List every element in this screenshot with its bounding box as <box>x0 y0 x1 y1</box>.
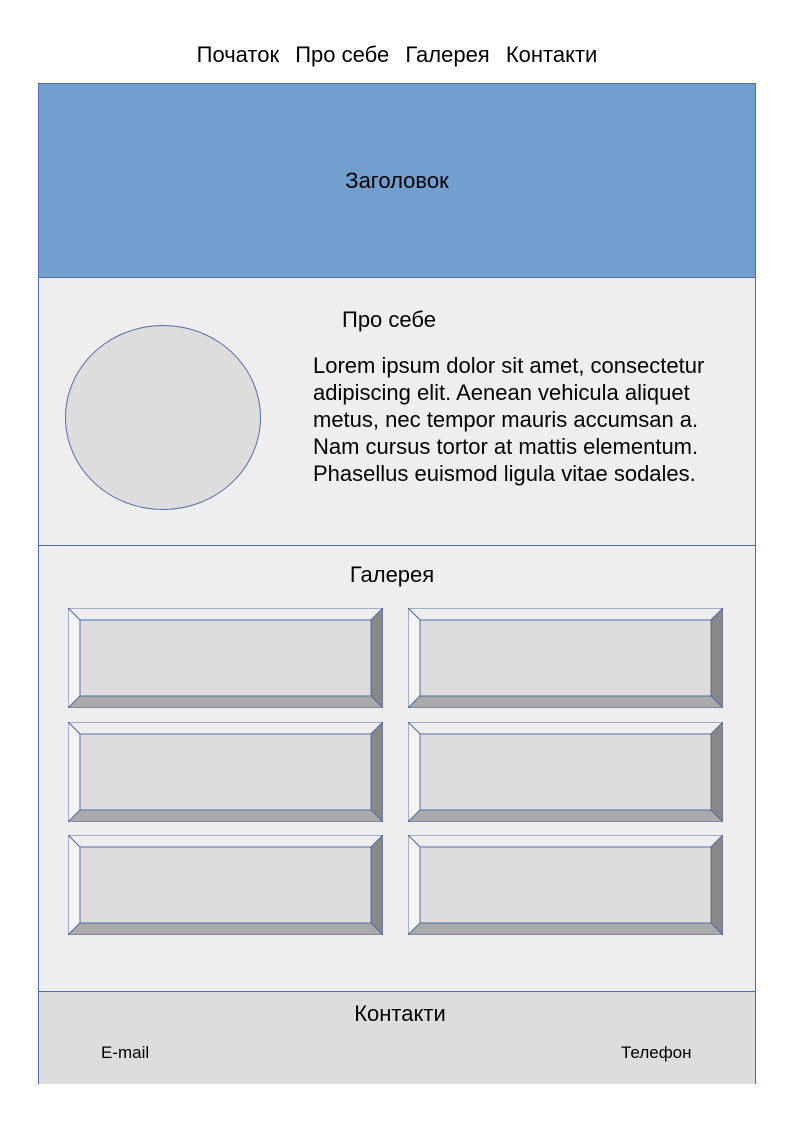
about-heading: Про себе <box>342 307 436 332</box>
gallery-tile[interactable] <box>68 722 383 822</box>
header-title: Заголовок <box>345 168 449 193</box>
gallery-section: Галерея <box>39 546 755 991</box>
about-text-line: Nam cursus tortor at mattis elementum. <box>313 434 699 459</box>
contacts-footer: Контакти E-mail Телефон <box>39 991 755 1084</box>
gallery-tile[interactable] <box>68 608 383 708</box>
top-navigation: Початок Про себе Галерея Контакти <box>0 40 794 70</box>
about-section: Про себе Lorem ipsum dolor sit amet, con… <box>39 278 755 546</box>
about-text-line: metus, nec tempor mauris accumsan a. <box>313 407 699 432</box>
nav-item-contacts[interactable]: Контакти <box>505 42 598 67</box>
about-text: Lorem ipsum dolor sit amet, consectetur … <box>313 352 749 487</box>
about-text-line: Lorem ipsum dolor sit amet, consectetur <box>313 353 705 378</box>
about-text-line: adipiscing elit. Aenean vehicula aliquet <box>313 380 690 405</box>
about-text-line: Phasellus euismod ligula vitae sodales. <box>313 461 696 486</box>
avatar <box>65 325 261 510</box>
nav-item-home[interactable]: Початок <box>196 42 280 67</box>
gallery-heading: Галерея <box>349 562 435 587</box>
gallery-tile[interactable] <box>68 835 383 935</box>
nav-item-about[interactable]: Про себе <box>295 42 390 67</box>
phone-link[interactable]: Телефон <box>621 1043 692 1062</box>
nav-item-gallery[interactable]: Галерея <box>405 42 490 67</box>
header-banner: Заголовок <box>39 84 755 278</box>
gallery-tile[interactable] <box>408 722 723 822</box>
page-wireframe: Заголовок Про себе Lorem ipsum dolor sit… <box>38 83 756 1084</box>
contacts-heading: Контакти <box>354 1001 446 1026</box>
email-link[interactable]: E-mail <box>101 1043 150 1062</box>
gallery-tile[interactable] <box>408 608 723 708</box>
gallery-tile[interactable] <box>408 835 723 935</box>
